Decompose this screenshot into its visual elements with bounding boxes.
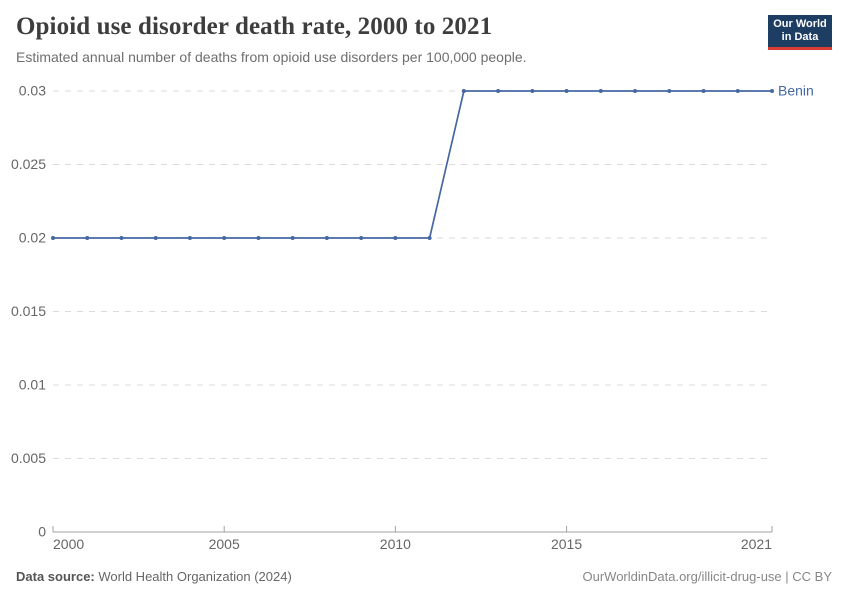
owid-logo-line2: in Data <box>781 31 819 43</box>
x-axis-tick-label: 2000 <box>53 536 84 552</box>
y-axis-tick-label: 0.025 <box>11 156 46 172</box>
data-source-note: Data source: World Health Organization (… <box>16 569 292 584</box>
data-source-label: Data source: <box>16 569 95 584</box>
series-entity-label: Benin <box>778 83 814 99</box>
x-axis-tick-label: 2021 <box>741 536 772 552</box>
chart-title: Opioid use disorder death rate, 2000 to … <box>16 13 493 40</box>
data-point-marker <box>359 236 364 240</box>
chart-subtitle: Estimated annual number of deaths from o… <box>16 49 527 65</box>
data-point-marker <box>51 236 55 240</box>
data-point-marker <box>667 89 672 93</box>
data-point-marker <box>256 236 261 240</box>
data-point-marker <box>496 89 501 93</box>
owid-logo: Our World in Data <box>768 15 832 50</box>
owid-logo-line1: Our World <box>773 18 827 30</box>
data-point-marker <box>153 236 158 240</box>
data-point-marker <box>324 236 329 240</box>
data-point-marker <box>735 89 740 93</box>
data-point-marker <box>85 236 90 240</box>
data-point-marker <box>222 236 227 240</box>
series-line <box>53 90 772 239</box>
data-point-marker <box>119 236 124 240</box>
data-source-value: World Health Organization (2024) <box>94 569 292 584</box>
data-point-marker <box>427 236 432 240</box>
data-point-marker <box>633 89 638 93</box>
y-axis-tick-label: 0.005 <box>11 450 46 466</box>
data-point-marker <box>564 89 569 93</box>
y-axis-tick-label: 0.03 <box>19 83 46 99</box>
data-point-marker <box>701 89 706 93</box>
data-point-marker <box>461 89 466 93</box>
data-point-marker <box>393 236 398 240</box>
data-point-marker <box>187 236 192 240</box>
data-point-marker <box>598 89 603 93</box>
y-axis-tick-label: 0.02 <box>19 230 46 246</box>
y-axis-tick-label: 0.015 <box>11 303 46 319</box>
x-axis-tick-label: 2010 <box>380 536 411 552</box>
data-point-marker <box>290 236 295 240</box>
data-point-marker <box>770 89 774 93</box>
data-point-marker <box>530 89 535 93</box>
license-link: OurWorldinData.org/illicit-drug-use | CC… <box>582 569 833 584</box>
x-axis-tick-label: 2015 <box>551 536 582 552</box>
y-axis-tick-label: 0.01 <box>19 377 46 393</box>
y-axis-tick-label: 0 <box>38 524 46 540</box>
x-axis-tick-label: 2005 <box>209 536 240 552</box>
